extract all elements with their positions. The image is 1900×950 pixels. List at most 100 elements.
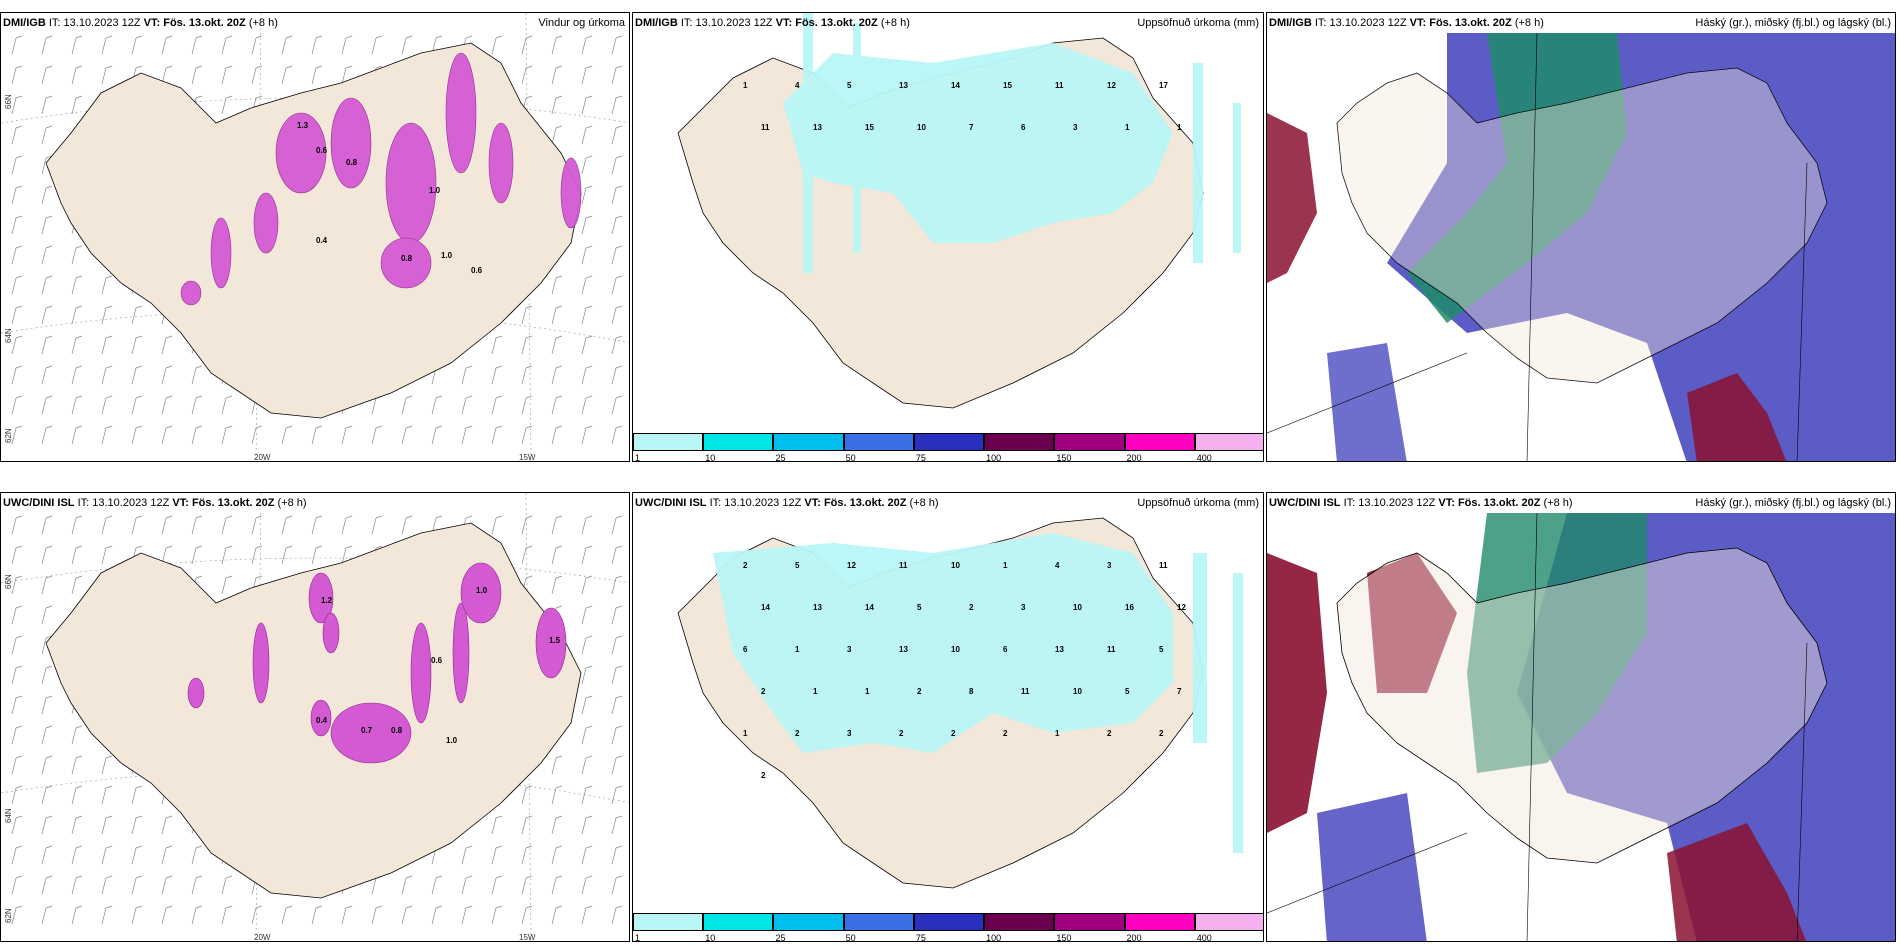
wind-barb bbox=[41, 545, 53, 565]
wind-barb bbox=[71, 575, 83, 595]
wind-barb bbox=[71, 815, 83, 835]
wind-barb bbox=[161, 845, 173, 865]
precip-value-label: 14 bbox=[761, 603, 770, 612]
wind-barb bbox=[191, 365, 203, 385]
wind-barb bbox=[461, 905, 473, 925]
wind-barb bbox=[611, 755, 623, 775]
wind-barb bbox=[131, 395, 143, 415]
colorbar-cell bbox=[773, 433, 844, 451]
precip-value-label: 11 bbox=[761, 123, 770, 132]
wind-barb bbox=[341, 515, 353, 535]
wind-barb bbox=[311, 65, 323, 85]
wind-barb bbox=[611, 875, 623, 895]
wind-barb bbox=[71, 545, 83, 565]
wind-barb bbox=[71, 335, 83, 355]
panel-wind-precip-uwc: 1.0 1.2 0.4 0.7 0.8 1.0 0.6 1.5 UWC/DINI… bbox=[0, 492, 630, 942]
wind-barb bbox=[41, 725, 53, 745]
wind-barb bbox=[131, 335, 143, 355]
panel-title: Uppsöfnuð úrkoma (mm) bbox=[1137, 17, 1259, 29]
wind-barb bbox=[611, 515, 623, 535]
val-label: 0.8 bbox=[401, 254, 413, 263]
precip-value-label: 1 bbox=[813, 687, 818, 696]
wind-barb bbox=[101, 395, 113, 415]
panel-header: DMI/IGB IT: 13.10.2023 12Z VT: Fös. 13.o… bbox=[1269, 17, 1544, 29]
precip-value-label: 3 bbox=[1021, 603, 1026, 612]
wind-barb bbox=[581, 335, 593, 355]
wind-barb bbox=[251, 545, 263, 565]
precip-value-label: 5 bbox=[847, 81, 852, 90]
wind-barb bbox=[581, 905, 593, 925]
precip-colorbar: 1 10 25 50 75 100 150 200 400 bbox=[633, 433, 1263, 462]
precip-value-label: 3 bbox=[1073, 123, 1078, 132]
wind-barb bbox=[521, 305, 533, 325]
wind-barb bbox=[101, 365, 113, 385]
wind-barb bbox=[551, 425, 563, 445]
wind-barb bbox=[491, 35, 503, 55]
wind-barb bbox=[71, 95, 83, 115]
wind-barb bbox=[71, 875, 83, 895]
wind-barb bbox=[611, 425, 623, 445]
wind-barb bbox=[611, 605, 623, 625]
wind-barb bbox=[11, 245, 23, 265]
precip-value-label: 1 bbox=[1125, 123, 1130, 132]
wind-barb bbox=[611, 215, 623, 235]
colorbar-label: 10 bbox=[705, 453, 716, 462]
val-label: 0.6 bbox=[431, 656, 443, 665]
wind-barb bbox=[161, 425, 173, 445]
precip-value-label: 4 bbox=[795, 81, 800, 90]
wind-barb bbox=[281, 425, 293, 445]
wind-barb bbox=[431, 395, 443, 415]
wind-barb bbox=[11, 515, 23, 535]
precip-value-label: 17 bbox=[1159, 81, 1168, 90]
panel-accum-precip-uwc: 2 5 12 11 10 1 4 3 11 14 13 14 5 2 3 10 16 12 6 1 3 13 10 6 13 11… bbox=[632, 492, 1264, 942]
wind-barb bbox=[71, 905, 83, 925]
wind-barb bbox=[581, 755, 593, 775]
wind-barb bbox=[611, 395, 623, 415]
precip-value-label: 15 bbox=[1003, 81, 1012, 90]
panel-header: UWC/DINI ISL IT: 13.10.2023 12Z VT: Fös.… bbox=[3, 497, 307, 509]
wind-barb bbox=[101, 335, 113, 355]
wind-barb bbox=[281, 35, 293, 55]
wind-barb bbox=[401, 905, 413, 925]
wind-barb bbox=[41, 185, 53, 205]
wind-barb bbox=[251, 515, 263, 535]
wind-barb bbox=[41, 605, 53, 625]
panel-clouds-dmi: DMI/IGB IT: 13.10.2023 12Z VT: Fös. 13.o… bbox=[1266, 12, 1896, 462]
wind-barb bbox=[521, 425, 533, 445]
val-label: 0.4 bbox=[316, 236, 328, 245]
wind-barb bbox=[611, 635, 623, 655]
lon-label: 15W bbox=[519, 453, 536, 462]
wind-barb bbox=[191, 875, 203, 895]
precip-value-label: 13 bbox=[899, 645, 908, 654]
wind-barb bbox=[41, 695, 53, 715]
precip-colorbar: 1 10 25 50 75 100 150 200 400 bbox=[633, 913, 1263, 942]
clouds-map bbox=[1267, 32, 1895, 461]
wind-barb bbox=[491, 335, 503, 355]
wind-barb bbox=[401, 515, 413, 535]
wind-barb bbox=[71, 785, 83, 805]
panel-title: Háský (gr.), miðský (fj.bl.) og lágský (… bbox=[1695, 497, 1891, 509]
colorbar-cell bbox=[1054, 913, 1125, 931]
colorbar-label: 200 bbox=[1126, 933, 1142, 942]
lat-label: 62N bbox=[4, 428, 13, 443]
precip-value-label: 2 bbox=[951, 729, 956, 738]
precip-value-label: 12 bbox=[847, 561, 856, 570]
precip-value-label: 3 bbox=[847, 645, 852, 654]
panel-header: DMI/IGB IT: 13.10.2023 12Z VT: Fös. 13.o… bbox=[635, 17, 910, 29]
colorbar-cell bbox=[703, 433, 774, 451]
wind-barb bbox=[551, 845, 563, 865]
wind-barb bbox=[41, 635, 53, 655]
wind-barb bbox=[371, 35, 383, 55]
wind-barb bbox=[281, 65, 293, 85]
wind-barb bbox=[11, 95, 23, 115]
wind-barb bbox=[521, 365, 533, 385]
wind-barb bbox=[41, 785, 53, 805]
wind-barb bbox=[521, 815, 533, 835]
precip-value-label: 2 bbox=[761, 771, 766, 780]
colorbar-label: 25 bbox=[775, 453, 786, 462]
wind-barb bbox=[161, 515, 173, 535]
wind-barb bbox=[101, 305, 113, 325]
wind-barb bbox=[101, 425, 113, 445]
wind-barb bbox=[101, 875, 113, 895]
wind-barb bbox=[371, 515, 383, 535]
